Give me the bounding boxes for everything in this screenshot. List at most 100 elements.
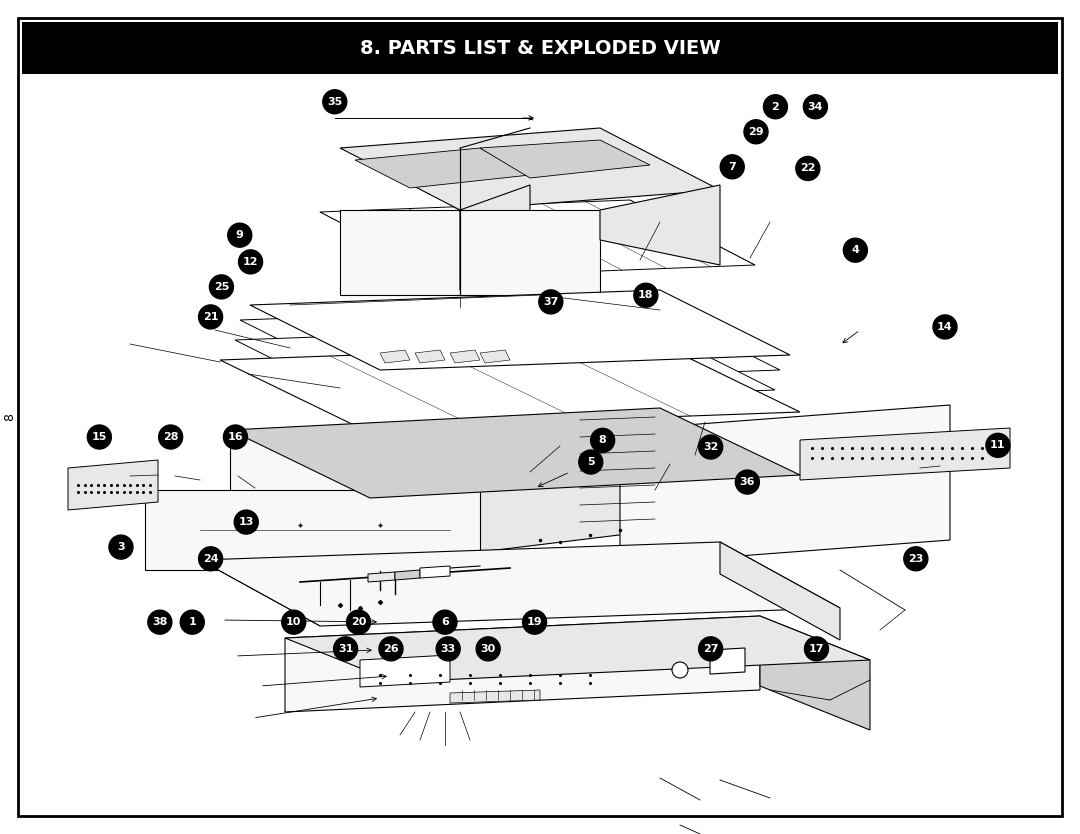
Circle shape	[228, 224, 252, 247]
Text: 2: 2	[771, 102, 780, 112]
Circle shape	[323, 90, 347, 113]
Circle shape	[239, 250, 262, 274]
Polygon shape	[230, 408, 800, 498]
Circle shape	[634, 284, 658, 307]
Circle shape	[805, 637, 828, 661]
Polygon shape	[710, 648, 745, 674]
Text: 20: 20	[351, 617, 366, 627]
Circle shape	[347, 610, 370, 634]
Text: 18: 18	[638, 290, 653, 300]
Polygon shape	[450, 350, 480, 363]
Polygon shape	[450, 690, 540, 703]
Polygon shape	[380, 350, 410, 363]
Circle shape	[591, 429, 615, 452]
Circle shape	[672, 662, 688, 678]
Text: 25: 25	[214, 282, 229, 292]
Text: 35: 35	[327, 97, 342, 107]
Circle shape	[523, 610, 546, 634]
Circle shape	[379, 637, 403, 661]
Circle shape	[199, 547, 222, 570]
Polygon shape	[620, 405, 950, 565]
Text: 13: 13	[239, 517, 254, 527]
Circle shape	[699, 637, 723, 661]
Text: 8. PARTS LIST & EXPLODED VIEW: 8. PARTS LIST & EXPLODED VIEW	[360, 38, 720, 58]
Circle shape	[87, 425, 111, 449]
Circle shape	[224, 425, 247, 449]
Text: 8: 8	[3, 413, 16, 421]
Circle shape	[744, 120, 768, 143]
Text: 12: 12	[243, 257, 258, 267]
Polygon shape	[249, 290, 789, 370]
Polygon shape	[235, 325, 775, 405]
Text: 27: 27	[703, 644, 718, 654]
Text: 24: 24	[203, 554, 218, 564]
Text: 22: 22	[800, 163, 815, 173]
Text: 17: 17	[809, 644, 824, 654]
Text: 1: 1	[188, 617, 197, 627]
Polygon shape	[220, 344, 800, 428]
Polygon shape	[230, 430, 480, 555]
Circle shape	[148, 610, 172, 634]
Circle shape	[579, 450, 603, 474]
Text: 19: 19	[527, 617, 542, 627]
Polygon shape	[368, 572, 395, 582]
Circle shape	[210, 275, 233, 299]
Text: 34: 34	[808, 102, 823, 112]
Text: 36: 36	[740, 477, 755, 487]
Circle shape	[282, 610, 306, 634]
Circle shape	[180, 610, 204, 634]
Polygon shape	[800, 428, 1010, 480]
Text: 21: 21	[203, 312, 218, 322]
Circle shape	[735, 470, 759, 494]
Polygon shape	[480, 350, 510, 363]
Text: 38: 38	[152, 617, 167, 627]
Text: 6: 6	[441, 617, 449, 627]
Text: 37: 37	[543, 297, 558, 307]
Text: 16: 16	[228, 432, 243, 442]
Polygon shape	[285, 616, 870, 682]
Polygon shape	[760, 616, 870, 730]
Polygon shape	[68, 460, 158, 510]
Circle shape	[199, 305, 222, 329]
Text: 15: 15	[92, 432, 107, 442]
Polygon shape	[145, 490, 480, 570]
Polygon shape	[200, 542, 840, 626]
Polygon shape	[340, 210, 460, 295]
Circle shape	[796, 157, 820, 180]
Text: 28: 28	[163, 432, 178, 442]
Circle shape	[720, 155, 744, 178]
Polygon shape	[320, 200, 755, 277]
Text: 26: 26	[383, 644, 399, 654]
Polygon shape	[480, 140, 650, 178]
Circle shape	[433, 610, 457, 634]
Text: 10: 10	[286, 617, 301, 627]
Text: 7: 7	[728, 162, 737, 172]
Polygon shape	[240, 305, 780, 385]
Text: 8: 8	[598, 435, 607, 445]
Text: 5: 5	[586, 457, 595, 467]
Polygon shape	[355, 148, 530, 188]
Text: 33: 33	[441, 644, 456, 654]
Circle shape	[764, 95, 787, 118]
Polygon shape	[460, 185, 530, 290]
Circle shape	[804, 95, 827, 118]
Circle shape	[109, 535, 133, 559]
Polygon shape	[480, 408, 660, 552]
Circle shape	[334, 637, 357, 661]
Text: 23: 23	[908, 554, 923, 564]
Text: 30: 30	[481, 644, 496, 654]
Bar	[22, 22, 1058, 74]
Circle shape	[986, 434, 1010, 457]
Text: 31: 31	[338, 644, 353, 654]
Text: 4: 4	[851, 245, 860, 255]
Circle shape	[933, 315, 957, 339]
Circle shape	[234, 510, 258, 534]
Circle shape	[843, 239, 867, 262]
Circle shape	[476, 637, 500, 661]
Circle shape	[159, 425, 183, 449]
Text: 14: 14	[937, 322, 953, 332]
Polygon shape	[720, 542, 840, 640]
Circle shape	[699, 435, 723, 459]
Polygon shape	[460, 210, 600, 295]
Circle shape	[904, 547, 928, 570]
